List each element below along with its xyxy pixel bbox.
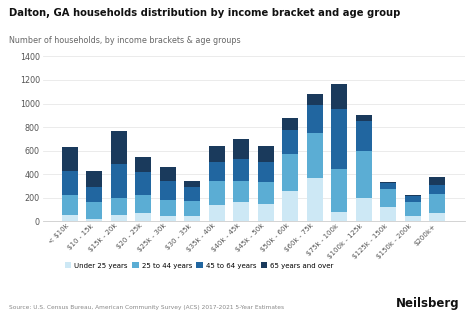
Bar: [62, 215, 78, 221]
Bar: [405, 202, 421, 216]
Bar: [233, 139, 249, 159]
Bar: [62, 171, 78, 195]
Bar: [307, 178, 323, 221]
Bar: [381, 182, 396, 183]
Bar: [233, 181, 249, 202]
Bar: [381, 189, 396, 207]
Bar: [331, 212, 347, 221]
Bar: [233, 202, 249, 221]
Bar: [429, 185, 446, 194]
Bar: [258, 182, 274, 204]
Bar: [160, 200, 176, 216]
Bar: [233, 159, 249, 181]
Bar: [136, 157, 151, 172]
Bar: [381, 183, 396, 189]
Bar: [283, 130, 298, 154]
Bar: [184, 216, 201, 221]
Bar: [331, 83, 347, 109]
Bar: [283, 154, 298, 191]
Bar: [307, 105, 323, 133]
Bar: [258, 204, 274, 221]
Bar: [160, 167, 176, 181]
Bar: [356, 151, 372, 198]
Bar: [429, 194, 446, 213]
Bar: [209, 146, 225, 162]
Bar: [136, 195, 151, 213]
Bar: [86, 219, 102, 221]
Legend: Under 25 years, 25 to 44 years, 45 to 64 years, 65 years and over: Under 25 years, 25 to 44 years, 45 to 64…: [62, 260, 337, 271]
Text: Dalton, GA households distribution by income bracket and age group: Dalton, GA households distribution by in…: [9, 8, 401, 18]
Bar: [136, 213, 151, 221]
Bar: [405, 195, 421, 197]
Bar: [356, 198, 372, 221]
Bar: [111, 131, 127, 164]
Bar: [258, 162, 274, 182]
Bar: [331, 169, 347, 212]
Bar: [356, 115, 372, 121]
Bar: [184, 201, 201, 216]
Bar: [86, 202, 102, 219]
Bar: [307, 133, 323, 178]
Bar: [331, 109, 347, 169]
Bar: [62, 195, 78, 215]
Bar: [111, 164, 127, 198]
Bar: [160, 181, 176, 200]
Bar: [307, 94, 323, 105]
Bar: [429, 177, 446, 185]
Bar: [283, 191, 298, 221]
Bar: [160, 216, 176, 221]
Bar: [86, 187, 102, 202]
Bar: [381, 207, 396, 221]
Bar: [283, 118, 298, 130]
Bar: [62, 147, 78, 171]
Text: Number of households, by income brackets & age groups: Number of households, by income brackets…: [9, 36, 241, 45]
Bar: [258, 147, 274, 162]
Bar: [184, 181, 201, 187]
Bar: [136, 172, 151, 195]
Bar: [405, 216, 421, 221]
Bar: [429, 213, 446, 221]
Bar: [184, 187, 201, 201]
Bar: [111, 215, 127, 221]
Bar: [209, 181, 225, 205]
Text: Source: U.S. Census Bureau, American Community Survey (ACS) 2017-2021 5-Year Est: Source: U.S. Census Bureau, American Com…: [9, 305, 284, 310]
Bar: [356, 121, 372, 151]
Bar: [111, 198, 127, 215]
Bar: [405, 197, 421, 202]
Bar: [86, 171, 102, 187]
Bar: [209, 162, 225, 181]
Bar: [209, 205, 225, 221]
Text: Neilsberg: Neilsberg: [396, 297, 460, 310]
